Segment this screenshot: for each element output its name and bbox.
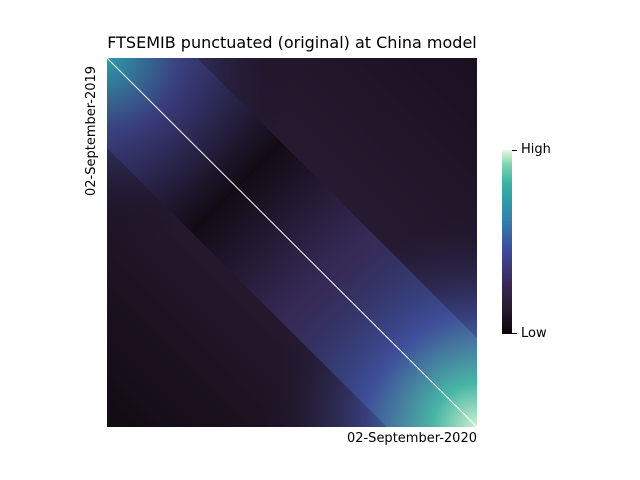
heatmap: [107, 58, 477, 427]
colorbar-high-label: High: [521, 142, 551, 157]
heatmap-diagonal-line: [107, 58, 477, 427]
x-axis-label: 02-September-2020: [346, 431, 477, 446]
colorbar-high-tick: [512, 150, 517, 151]
colorbar: [502, 150, 512, 334]
colorbar-low-tick: [512, 333, 517, 334]
colorbar-low-label: Low: [521, 326, 547, 341]
chart-title: FTSEMIB punctuated (original) at China m…: [107, 33, 477, 52]
y-axis-label: 02-September-2019: [84, 65, 99, 196]
